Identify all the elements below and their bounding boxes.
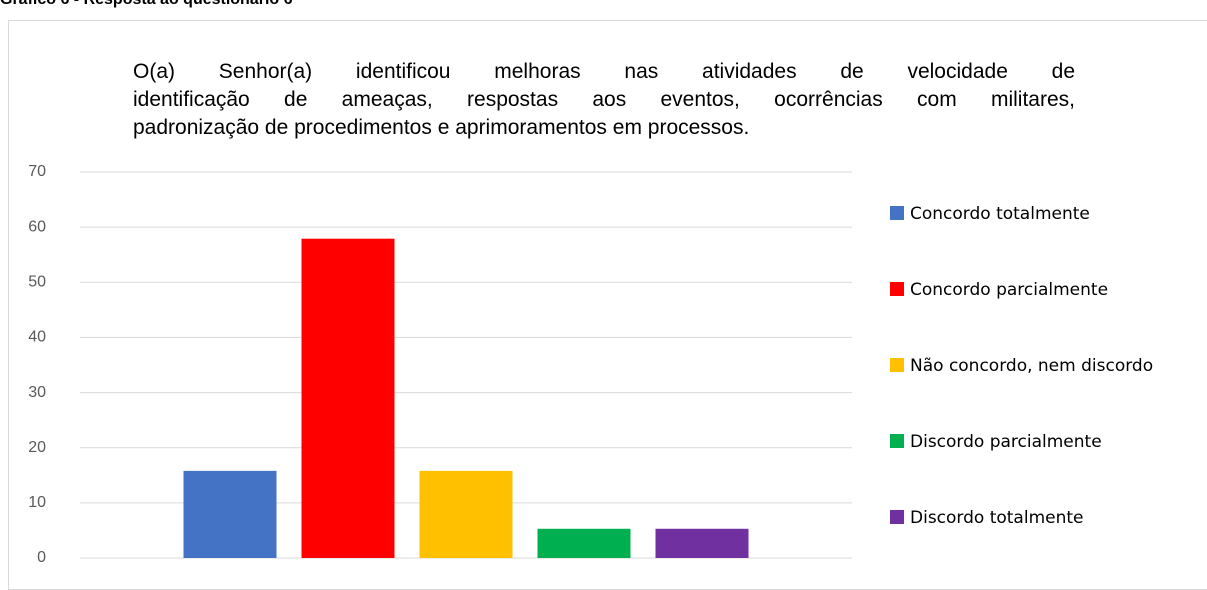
title-line: O(a) Senhor(a) identificou melhoras nas …: [133, 60, 1075, 83]
bar: [419, 470, 513, 558]
title-line: identificação de ameaças, respostas aos …: [133, 88, 1075, 111]
legend-swatch: [890, 206, 904, 220]
legend-label: Não concordo, nem discordo: [910, 356, 1153, 376]
y-tick-label: 20: [28, 439, 46, 456]
legend-label: Discordo parcialmente: [910, 432, 1102, 452]
bar: [655, 528, 749, 558]
y-tick-label: 50: [28, 274, 46, 291]
legend-swatch: [890, 358, 904, 372]
chart-title: O(a) Senhor(a) identificou melhoras nas …: [133, 58, 1075, 142]
caption: Gráfico 6 - Resposta ao questionário 6: [0, 0, 293, 9]
legend-label: Concordo totalmente: [910, 204, 1090, 224]
legend-swatch: [890, 510, 904, 524]
bar: [537, 528, 631, 558]
legend-swatch: [890, 434, 904, 448]
y-tick-label: 10: [28, 494, 46, 511]
legend-swatch: [890, 282, 904, 296]
title-line: padronização de procedimentos e aprimora…: [133, 116, 750, 139]
y-tick-label: 60: [28, 218, 46, 235]
y-tick-label: 30: [28, 384, 46, 401]
y-tick-label: 0: [37, 549, 46, 566]
legend-label: Discordo totalmente: [910, 508, 1084, 528]
y-tick-label: 40: [28, 329, 46, 346]
legend-label: Concordo parcialmente: [910, 280, 1108, 300]
y-tick-label: 70: [28, 163, 46, 180]
bar: [301, 238, 395, 559]
bar: [183, 470, 277, 558]
